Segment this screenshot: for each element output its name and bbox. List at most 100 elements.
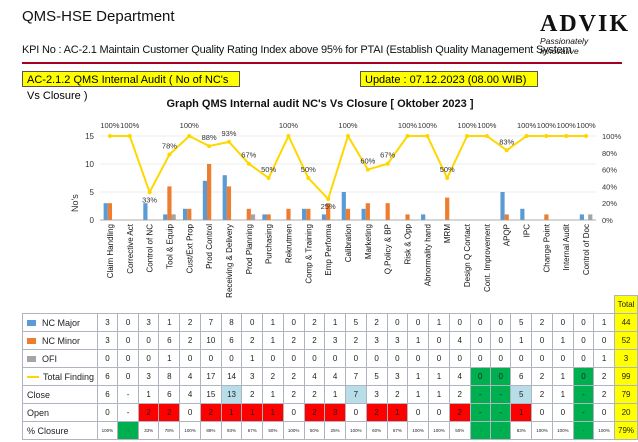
table-cell: 0 [137, 349, 160, 368]
y2-tick-label: 80% [602, 149, 617, 158]
category-label: Marketing [364, 224, 373, 259]
table-cell: 0 [96, 349, 119, 368]
table-cell: 50% [303, 421, 326, 440]
bar-nc-major [500, 192, 505, 220]
table-cell: 0 [282, 403, 305, 422]
table-cell: 2 [448, 403, 471, 422]
table-cell: 2 [241, 331, 264, 350]
closure-data-label: 100% [457, 121, 477, 130]
closure-point [226, 139, 231, 144]
table-cell: 1 [593, 349, 616, 368]
table-cell: 2 [179, 313, 201, 332]
category-label: Rekrutmen [284, 224, 293, 263]
bar-nc-minor [107, 203, 113, 220]
category-label: Prod Planning [245, 224, 254, 274]
closure-point [286, 134, 291, 138]
y2-tick-label: 0% [602, 216, 613, 225]
legend-line [27, 376, 39, 379]
closure-data-label: 83% [499, 137, 514, 146]
category-label: Control of Doc [582, 224, 591, 275]
table-cell: 0 [489, 349, 512, 368]
table-cell: 2 [531, 367, 553, 386]
table-cell: 2 [200, 403, 222, 422]
table-cell: 1 [262, 403, 284, 422]
closure-point [187, 134, 192, 138]
table-cell: 0 [531, 349, 553, 368]
bar-nc-major [421, 214, 426, 220]
table-cell: 0 [531, 331, 553, 350]
table-cell: 4 [448, 367, 471, 386]
table-cell: 2 [282, 331, 305, 350]
chart-title: Graph QMS Internal audit NC's Vs Closure… [166, 98, 474, 110]
closure-point [564, 134, 569, 138]
table-cell: 0 [282, 313, 305, 332]
table-cell: 1 [428, 313, 450, 332]
category-label: Abnormality hand [423, 224, 432, 286]
table-cell: 0 [282, 349, 305, 368]
bar-ofi [250, 214, 256, 220]
row-label: Total Finding [22, 367, 98, 386]
table-cell: 0 [572, 331, 595, 350]
table-cell: 0 [489, 367, 512, 386]
table-cell: 3 [137, 313, 160, 332]
table-cell: 0 [96, 403, 119, 422]
bar-ofi [171, 214, 176, 220]
table-cell: 6 [158, 331, 181, 350]
bar-nc-major [262, 214, 267, 220]
closure-data-label: 100% [120, 121, 140, 130]
category-label: Control of NC [146, 224, 155, 273]
table-cell: 6 [96, 385, 119, 404]
bar-nc-minor [365, 203, 370, 220]
table-cell: 100% [593, 421, 616, 440]
closure-point [207, 144, 212, 149]
table-cell: 2 [303, 331, 326, 350]
row-label-text: Open [27, 407, 50, 418]
closure-data-label: 100% [517, 121, 537, 130]
closure-data-label: 93% [221, 129, 236, 138]
closure-data-label: 67% [241, 151, 256, 160]
table-cell: 3 [96, 313, 119, 332]
table-cell: - [489, 403, 512, 422]
closure-point [445, 176, 450, 180]
closure-data-label: 100% [338, 121, 358, 130]
table-cell: 0 [324, 349, 346, 368]
bar-nc-major [222, 175, 227, 220]
table-cell: 2 [386, 385, 409, 404]
logo-tagline: Passionately Innovative [540, 36, 589, 56]
table-cell: 2 [241, 385, 264, 404]
row-label-text: Total Finding [43, 371, 95, 382]
table-cell: 5 [510, 385, 533, 404]
y-tick-label: 10 [85, 160, 94, 169]
table-cell: 1 [137, 385, 160, 404]
y-axis-label: No's [70, 194, 80, 212]
y-tick-label: 0 [90, 216, 95, 225]
row-label-text: NC Minor [42, 335, 81, 346]
table-cell: 0 [386, 349, 409, 368]
bar-nc-minor [226, 186, 232, 220]
closure-point [346, 134, 350, 138]
table-cell: 67% [386, 421, 409, 440]
bar-nc-minor [266, 214, 271, 220]
table-cell: - [469, 403, 491, 422]
table-cell: 1 [551, 331, 574, 350]
closure-data-label: 50% [440, 165, 455, 174]
bar-nc-minor [246, 208, 251, 220]
closure-data-label: 100% [180, 121, 200, 130]
table-cell: 0 [117, 367, 139, 386]
table-cell: 2 [531, 385, 553, 404]
bar-nc-minor [504, 214, 509, 220]
legend-swatch [27, 338, 36, 345]
table-cell: 4 [448, 331, 471, 350]
bar-nc-major [321, 214, 327, 220]
row-total: 20 [614, 403, 638, 422]
table-cell: 0 [179, 349, 201, 368]
table-cell: 100% [96, 421, 119, 440]
audit-label-box: AC-2.1.2 QMS Internal Audit ( No of NC's… [22, 71, 240, 102]
table-cell: 88% [200, 421, 222, 440]
row-label-text: Close [27, 389, 51, 400]
table-cell: 1 [551, 367, 574, 386]
table-cell: 0 [407, 403, 430, 422]
table-cell: 33% [137, 421, 160, 440]
table-cell: 2 [593, 367, 616, 386]
